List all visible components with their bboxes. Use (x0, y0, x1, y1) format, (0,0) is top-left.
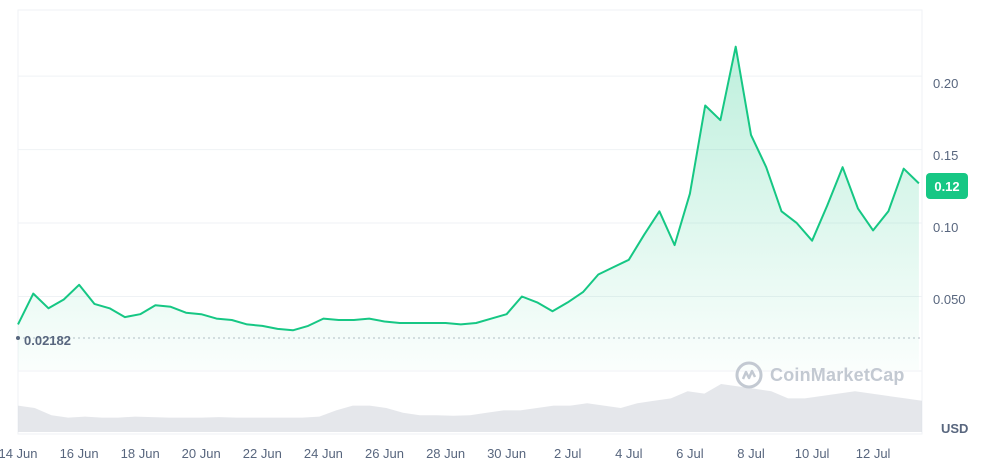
price-line (17, 45, 920, 332)
x-tick-label: 22 Jun (242, 446, 282, 461)
plot-frame (17, 9, 923, 435)
volume-area (18, 384, 922, 432)
y-tick-label: 0.050 (933, 292, 966, 307)
watermark: CoinMarketCap (734, 360, 905, 390)
x-tick-label: 24 Jun (303, 446, 343, 461)
x-tick-label: 28 Jun (426, 446, 466, 461)
x-tick-label: 20 Jun (181, 446, 221, 461)
start-price-dot (16, 335, 20, 340)
coinmarketcap-logo-icon (735, 361, 763, 389)
x-tick-label: 16 Jun (59, 446, 99, 461)
start-price-label: 0.02182 (24, 333, 71, 348)
price-area-fill (18, 46, 919, 370)
x-tick-label: 10 Jul (794, 446, 830, 461)
currency-label: USD (941, 421, 969, 436)
x-tick-label: 2 Jul (553, 446, 582, 461)
x-tick-label: 30 Jun (487, 446, 527, 461)
x-tick-label: 4 Jul (615, 446, 643, 461)
watermark-text: CoinMarketCap (770, 364, 905, 385)
x-tick-label: 12 Jul (855, 446, 891, 461)
x-tick-label: 14 Jun (0, 446, 38, 461)
current-price-badge: 0.12 (926, 173, 968, 199)
y-tick-label: 0.10 (933, 220, 959, 235)
x-tick-label: 8 Jul (737, 446, 765, 461)
x-tick-label: 6 Jul (676, 446, 704, 461)
x-tick-label: 26 Jun (364, 446, 405, 461)
y-tick-label: 0.20 (933, 76, 959, 91)
y-tick-label: 0.15 (933, 148, 959, 163)
x-tick-label: 18 Jun (120, 446, 160, 461)
